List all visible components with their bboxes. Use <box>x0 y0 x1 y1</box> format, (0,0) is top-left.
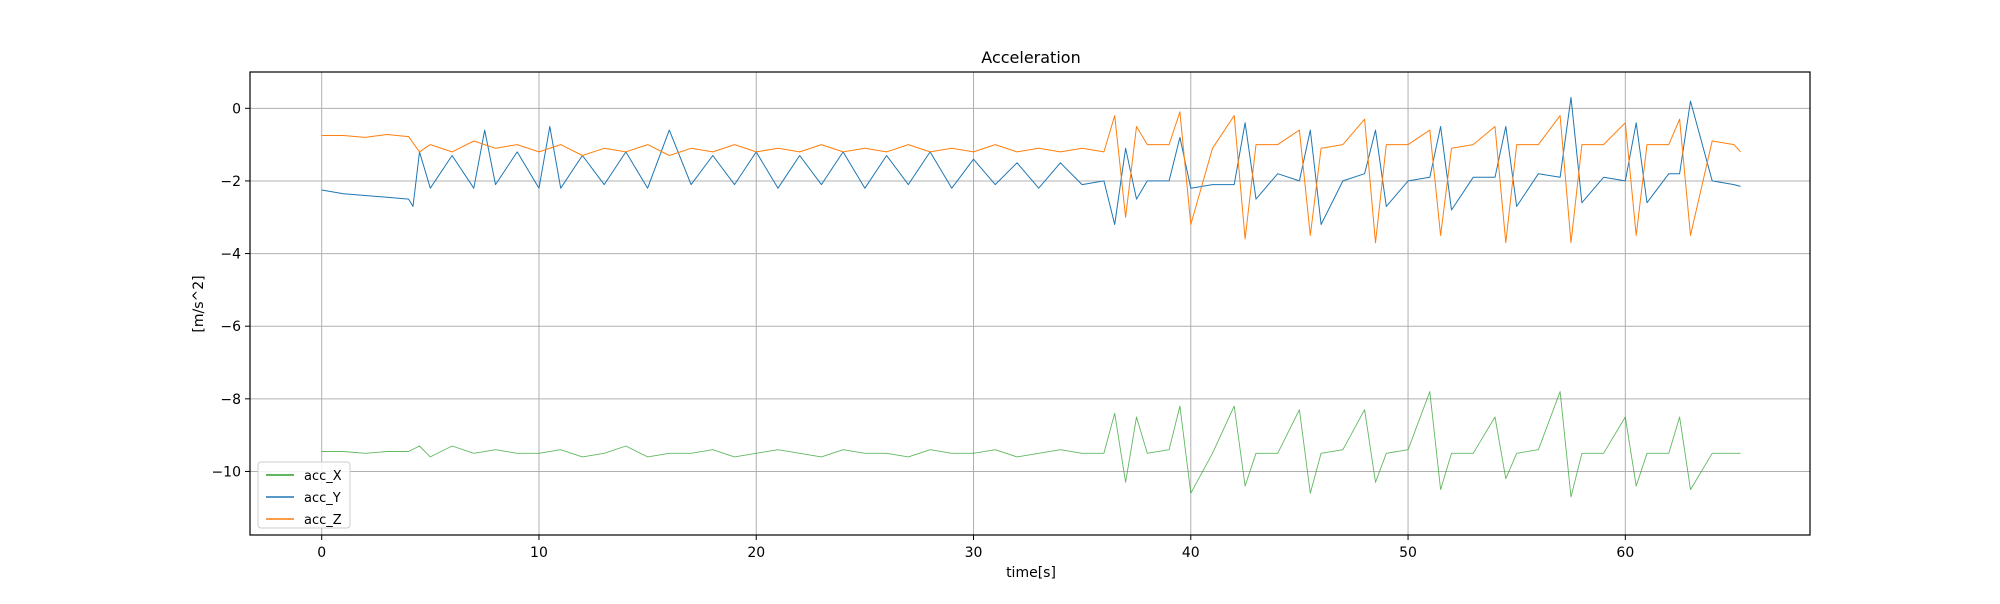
y-tick-label: −6 <box>220 319 241 335</box>
y-tick-label: −4 <box>220 247 241 263</box>
x-tick-label: 40 <box>1182 545 1200 561</box>
x-tick-label: 10 <box>530 545 548 561</box>
plot-area-frame <box>249 71 1811 536</box>
series-line-acc-y <box>321 96 1741 225</box>
x-tick-label: 60 <box>1616 545 1634 561</box>
legend-label: acc_Y <box>304 491 341 506</box>
x-tick-label: 50 <box>1399 545 1417 561</box>
y-axis-label: [m/s^2] <box>191 275 207 332</box>
x-axis-label: time[s] <box>1006 565 1056 581</box>
y-tick-label: −10 <box>211 464 241 480</box>
chart-title: Acceleration <box>981 48 1080 67</box>
x-tick-label: 0 <box>317 545 326 561</box>
y-tick-label: −2 <box>220 174 241 190</box>
grid-lines <box>250 72 1810 535</box>
chart-legend: acc_X acc_Y acc_Z <box>257 461 351 529</box>
series-line-acc-z <box>321 111 1741 244</box>
series-lines <box>321 96 1741 498</box>
y-tick-label: −8 <box>220 392 241 408</box>
series-line-acc-x <box>321 391 1741 498</box>
x-tick-label: 20 <box>747 545 765 561</box>
legend-label: acc_X <box>304 469 342 484</box>
axis-ticks: 0 10 20 30 40 50 60 0 −2 −4 −6 −8 −10 <box>211 101 1634 561</box>
legend-label: acc_Z <box>304 513 342 528</box>
legend-items: acc_X acc_Y acc_Z <box>266 469 342 528</box>
legend-box <box>257 461 351 529</box>
y-tick-label: 0 <box>232 101 241 117</box>
x-tick-label: 30 <box>965 545 983 561</box>
